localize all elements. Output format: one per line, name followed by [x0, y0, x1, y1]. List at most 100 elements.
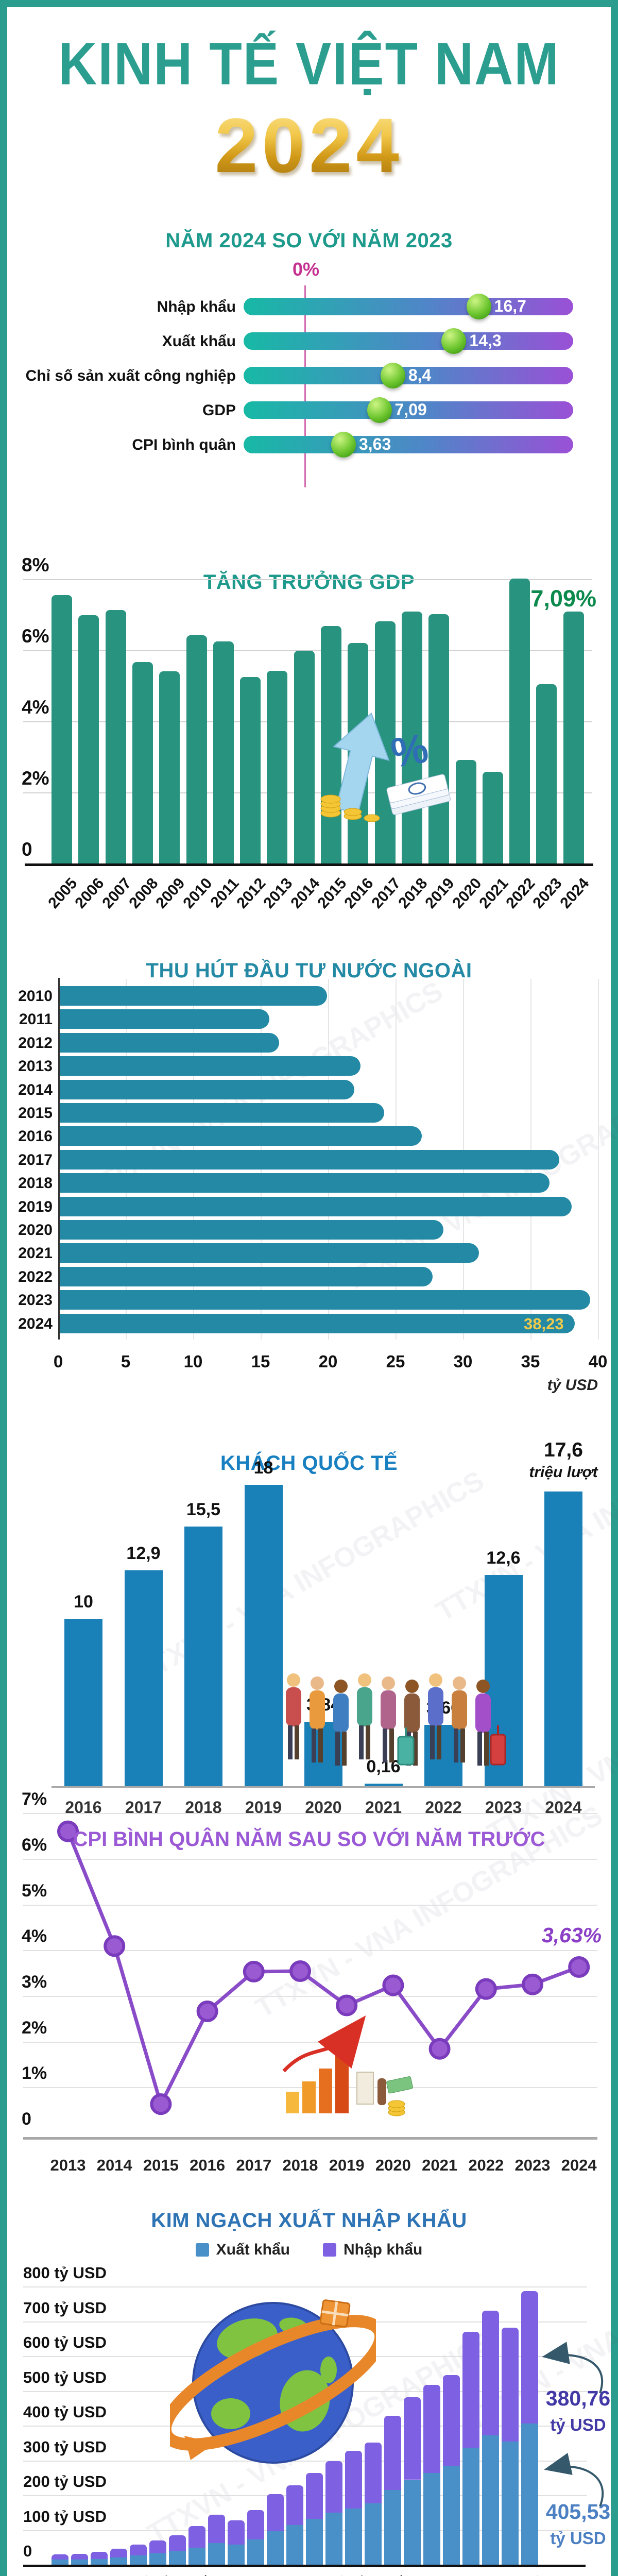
page-border-right [611, 0, 618, 2576]
xnk-bar-export [286, 2524, 303, 2565]
fdi-bar [59, 1220, 443, 1240]
gdp-bar [509, 579, 530, 863]
gdp-title: TĂNG TRƯỞNG GDP [203, 571, 415, 594]
legend-label-import: Nhập khẩu [344, 2241, 423, 2258]
fdi-ytick-label: 2013 [18, 1058, 53, 1075]
kqt-bar [544, 1492, 582, 1786]
xnk-bar-export [267, 2531, 284, 2565]
fdi-ytick-label: 2019 [18, 1198, 53, 1215]
cpi-gridline [23, 1858, 597, 1860]
gdp-bar [428, 614, 450, 863]
cpi-xtick-label: 2017 [236, 2156, 272, 2174]
tourists-illustration [281, 1662, 507, 1785]
fdi-ytick-label: 2022 [18, 1268, 53, 1285]
xnk-ytick-label: 600 tỷ USD [23, 2333, 107, 2351]
compare-bar [244, 367, 573, 384]
fdi-bar [59, 1173, 550, 1193]
cpi-gridline [23, 1904, 597, 1906]
compare-row-label: Xuất khẩu [162, 333, 236, 350]
callout-arrows-icon [542, 2342, 604, 2507]
compare-title: NĂM 2024 SO VỚI NĂM 2023 [165, 229, 453, 252]
xnk-legend: Xuất khẩu Nhập khẩu [0, 2241, 618, 2259]
compare-bar-marker-icon [380, 363, 405, 388]
fdi-ytick-label: 2010 [18, 988, 53, 1005]
xnk-bar-import [404, 2397, 421, 2480]
callout-import-value: 380,76 [545, 2386, 611, 2410]
gdp-bar [240, 677, 261, 863]
xnk-bar-export [228, 2545, 245, 2565]
xnk-bar-export [423, 2472, 440, 2565]
cpi-xtick-label: 2024 [561, 2156, 597, 2174]
cpi-ytick-label: 3% [22, 1972, 47, 1992]
gdp-bar [267, 671, 288, 863]
xnk-bar-export [365, 2503, 382, 2565]
cpi-gridline [23, 2041, 597, 2043]
kqt-title: KHÁCH QUỐC TẾ [220, 1452, 398, 1475]
gdp-money-illustration: % [304, 690, 469, 824]
cpi-title: CPI BÌNH QUÂN NĂM SAU SO VỚI NĂM TRƯỚC [73, 1828, 545, 1851]
xnk-bar-import [110, 2549, 127, 2558]
fdi-unit-label: tỷ USD [547, 1377, 598, 1394]
xnk-bar-import [462, 2332, 479, 2448]
kqt-bar-value: 12,9 [126, 1544, 161, 1563]
gdp-bar [455, 760, 476, 863]
xnk-bar-export [521, 2424, 538, 2565]
xnk-bar-export [110, 2557, 127, 2565]
gdp-ytick-label: 6% [22, 625, 49, 647]
xnk-bar-export [188, 2548, 205, 2565]
xnk-bar-import [208, 2515, 225, 2543]
gdp-bar [536, 684, 557, 863]
compare-zero-line [304, 285, 306, 487]
xnk-ytick-label: 400 tỷ USD [23, 2403, 107, 2421]
gdp-bar [159, 671, 180, 863]
compare-row-label: CPI bình quân [132, 436, 236, 453]
xnk-bar-import [52, 2554, 68, 2560]
xnk-bar-export [208, 2543, 225, 2565]
gdp-bar [52, 595, 72, 863]
page-border-left [0, 0, 7, 2576]
xnk-ytick-label: 0 [23, 2542, 32, 2560]
xnk-bar-export [52, 2560, 68, 2565]
gdp-bar [132, 662, 153, 863]
xnk-gridline [23, 2530, 587, 2531]
cpi-xtick-label: 2023 [514, 2156, 551, 2174]
cpi-xtick-label: 2020 [375, 2156, 411, 2174]
xnk-bar-import [443, 2375, 460, 2467]
xnk-xtick-label: 2000 [45, 2573, 79, 2576]
fdi-bar [59, 1079, 354, 1099]
gdp-bar [213, 641, 234, 863]
gdp-bar [294, 651, 315, 863]
callout-import-unit: tỷ USD [550, 2415, 606, 2434]
xnk-bar-import [91, 2552, 108, 2559]
page-border-top [0, 0, 618, 7]
cpi-goods-illustration [281, 2009, 415, 2128]
compare-bar [244, 401, 573, 419]
xnk-bar-export [404, 2480, 421, 2565]
kqt-bar [364, 1784, 403, 1786]
fdi-bar [59, 1103, 384, 1123]
xnk-bar-import [306, 2472, 323, 2519]
fdi-bar [59, 1009, 269, 1029]
xnk-bar-import [345, 2450, 362, 2509]
xnk-bar-export [325, 2512, 342, 2565]
xnk-bar-export [169, 2551, 186, 2565]
kqt-bar [184, 1527, 222, 1786]
kqt-bar [124, 1570, 163, 1786]
compare-bar-marker-icon [466, 294, 491, 319]
kqt-bar-value: 15,5 [186, 1500, 221, 1519]
cpi-goods-illustration-icon [282, 2015, 413, 2116]
cpi-xtick-label: 2013 [50, 2156, 86, 2174]
fdi-bar [59, 1126, 422, 1146]
fdi-2024-value-label: 38,23 [524, 1314, 564, 1333]
compare-bar-value: 7,09 [394, 400, 427, 419]
cpi-xtick-label: 2015 [143, 2156, 179, 2174]
xnk-bar-import [365, 2443, 382, 2503]
legend-label-export: Xuất khẩu [216, 2241, 290, 2258]
xnk-bar-export [345, 2508, 362, 2565]
xnk-bar-import [384, 2415, 401, 2490]
gdp-bar [78, 615, 99, 863]
cpi-gridline [23, 1995, 597, 1997]
watermark: TTXVN - VNA INFOGRAPHICS [431, 1403, 618, 1628]
kqt-bar-value: 18 [253, 1458, 273, 1478]
